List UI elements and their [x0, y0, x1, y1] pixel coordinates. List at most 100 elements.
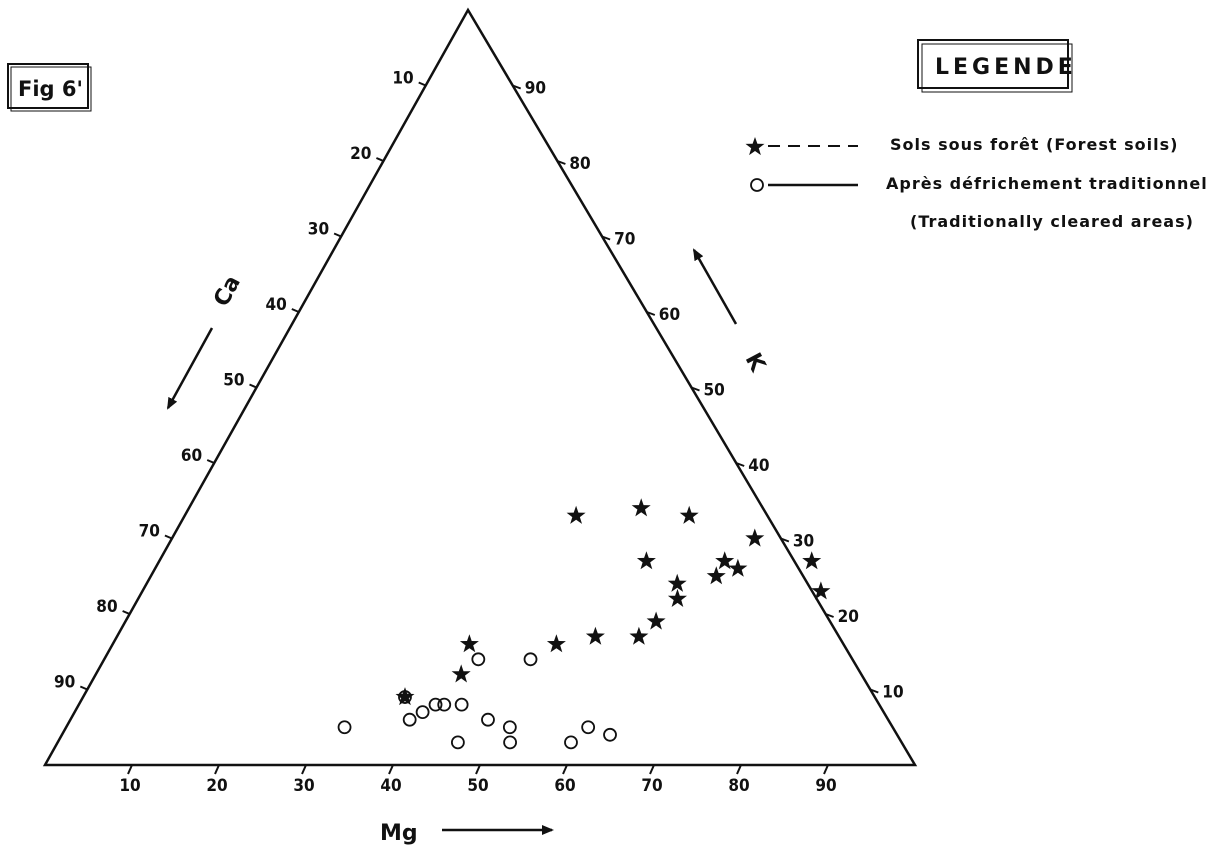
tick-k-90	[512, 84, 522, 90]
triangle-frame	[42, 7, 918, 767]
tick-label-mg-90: 90	[815, 776, 836, 796]
legend-title-box: LEGENDE	[917, 39, 1077, 93]
cleared-point-0	[471, 652, 486, 667]
cleared-point-15	[603, 727, 617, 742]
cleared-point-1	[523, 652, 538, 667]
tick-ca-40	[291, 308, 300, 313]
tick-mg-50	[475, 764, 481, 775]
forest-point-7	[667, 573, 687, 592]
tick-label-k-20: 20	[838, 607, 859, 627]
forest-point-18	[395, 687, 415, 706]
cleared-point-7	[402, 712, 417, 727]
tick-label-k-80: 80	[569, 154, 590, 174]
forest-point-4	[715, 551, 735, 570]
tick-label-k-30: 30	[793, 532, 814, 552]
tick-label-k-70: 70	[614, 230, 635, 250]
tick-mg-40	[388, 764, 394, 775]
tick-label-mg-10: 10	[119, 776, 140, 796]
tick-label-mg-20: 20	[206, 776, 227, 796]
forest-point-13	[629, 626, 649, 645]
tick-label-mg-70: 70	[641, 776, 662, 796]
legend: Sols sous forêt (Forest soils) Après déf…	[745, 135, 1208, 231]
tick-ca-70	[164, 534, 173, 540]
legend-label-cleared: Après défrichement traditionnel	[886, 174, 1208, 193]
cleared-point-12	[503, 735, 517, 750]
cleared-point-9	[481, 712, 495, 727]
arrow-ca-icon	[166, 327, 214, 410]
tick-k-70	[601, 235, 611, 241]
forest-point-15	[546, 634, 566, 653]
tick-k-60	[646, 311, 656, 316]
tick-label-k-40: 40	[748, 456, 769, 476]
forest-point-9	[667, 588, 687, 607]
tick-label-ca-80: 80	[96, 597, 117, 617]
tick-k-80	[557, 160, 566, 165]
tick-k-30	[780, 537, 790, 543]
tick-mg-10	[127, 764, 133, 775]
cleared-point-8	[337, 720, 352, 735]
star-icon	[745, 137, 765, 156]
tick-ca-30	[333, 232, 342, 238]
cleared-point-11	[450, 735, 465, 750]
axis-name-mg: Mg	[380, 821, 418, 845]
cleared-point-3	[415, 705, 430, 720]
tick-label-mg-30: 30	[293, 776, 314, 796]
tick-k-50	[691, 386, 700, 392]
tick-ca-80	[122, 610, 130, 615]
tick-label-ca-30: 30	[308, 220, 329, 240]
arrow-k-icon	[692, 248, 738, 325]
forest-point-1	[679, 505, 699, 524]
tick-label-ca-60: 60	[181, 446, 202, 466]
data-points	[337, 498, 831, 750]
triangle-outline	[42, 7, 918, 767]
tick-label-k-60: 60	[659, 305, 680, 325]
legend-title: LEGENDE	[935, 55, 1077, 80]
legend-label-forest: Sols sous forêt (Forest soils)	[890, 135, 1178, 154]
tick-mg-80	[736, 764, 742, 775]
tick-marks: 10 20 30 40 50 60 70 80 90 10 20 30 40 50 60 70 80 90 90 80…	[54, 69, 904, 797]
tick-label-ca-10: 10	[392, 69, 413, 89]
tick-label-mg-40: 40	[380, 776, 401, 796]
figure-label: Fig 6'	[18, 77, 83, 101]
forest-point-16	[459, 634, 479, 653]
tick-mg-90	[823, 764, 829, 775]
tick-mg-20	[214, 764, 220, 775]
tick-label-ca-70: 70	[139, 522, 160, 542]
tick-k-40	[735, 462, 745, 467]
legend-entry-cleared: Après défrichement traditionnel (Traditi…	[750, 174, 1208, 231]
forest-point-17	[451, 664, 471, 683]
tick-label-mg-50: 50	[467, 776, 488, 796]
tick-ca-90	[79, 685, 88, 691]
forest-point-0	[631, 498, 651, 517]
tick-label-mg-60: 60	[554, 776, 575, 796]
legend-entry-forest: Sols sous forêt (Forest soils)	[745, 135, 1178, 156]
tick-mg-70	[649, 764, 655, 775]
cleared-point-13	[581, 720, 596, 735]
forest-point-3	[566, 505, 586, 524]
forest-point-11	[811, 581, 831, 600]
tick-ca-50	[249, 383, 257, 389]
tick-k-10	[869, 688, 879, 694]
cleared-point-6	[454, 697, 469, 712]
legend-label-cleared-en: (Traditionally cleared areas)	[910, 212, 1194, 231]
tick-k-20	[825, 613, 834, 618]
forest-point-6	[728, 558, 748, 577]
tick-ca-10	[418, 81, 427, 87]
tick-label-k-10: 10	[882, 683, 903, 703]
axis-name-ca: Ca	[209, 272, 246, 311]
forest-point-8	[706, 566, 726, 585]
tick-label-ca-20: 20	[350, 144, 371, 164]
forest-point-2	[636, 551, 656, 570]
figure-label-box: Fig 6'	[7, 63, 92, 112]
axis-name-k: K	[740, 349, 771, 377]
cleared-point-14	[564, 735, 578, 750]
tick-label-ca-50: 50	[223, 371, 244, 391]
tick-ca-20	[376, 157, 384, 162]
forest-point-12	[585, 626, 605, 645]
tick-ca-60	[206, 459, 215, 464]
cleared-point-5	[437, 697, 452, 712]
tick-label-k-90: 90	[525, 79, 546, 99]
forest-point-14	[646, 611, 666, 630]
